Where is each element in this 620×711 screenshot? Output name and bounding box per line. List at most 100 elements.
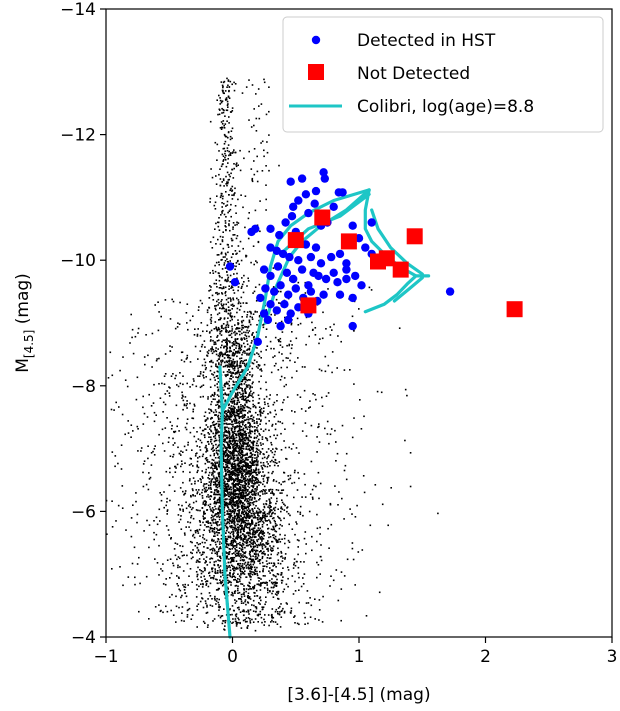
field-star-point [239,442,242,445]
field-star-point [237,391,239,394]
field-star-point [224,460,226,463]
field-star-point [243,588,245,590]
field-star-point [265,542,267,544]
field-star-point [196,605,198,607]
field-star-point [255,510,258,512]
field-star-point [245,475,247,478]
field-star-point [236,517,238,520]
field-star-point [286,603,288,605]
field-star-point [255,467,257,469]
field-star-point [263,506,266,509]
field-star-point [214,414,216,416]
field-star-point [242,422,244,424]
field-star-point [227,393,230,396]
field-star-point [229,517,231,519]
field-star-point [251,573,254,576]
field-star-point [235,165,238,168]
field-star-point [261,170,264,172]
field-star-point [264,428,267,431]
field-star-point [201,586,204,588]
field-star-point [182,451,184,453]
field-star-point [245,359,247,361]
field-star-point [259,562,261,565]
field-star-point [188,464,191,466]
field-star-point [243,470,245,473]
field-star-point [244,561,247,564]
field-star-point [270,562,273,564]
field-star-point [228,488,230,491]
field-star-point [177,446,179,449]
field-star-point [217,513,220,515]
field-star-point [225,183,227,185]
field-star-point [240,515,242,518]
field-star-point [236,518,238,521]
field-star-point [166,559,169,561]
field-star-point [248,365,251,367]
field-star-point [247,563,249,565]
field-star-point [179,301,181,304]
field-star-point [233,473,235,475]
field-star-point [255,472,258,474]
field-star-point [216,340,219,342]
field-star-point [232,438,234,440]
field-star-point [184,534,186,536]
field-star-point [274,621,277,623]
field-star-point [247,396,249,398]
field-star-point [232,451,235,453]
field-star-point [262,471,264,473]
field-star-point [217,614,220,617]
field-star-point [283,399,285,401]
field-star-point [194,495,196,497]
field-star-point [244,600,246,603]
field-star-point [204,503,206,506]
field-star-point [233,538,235,541]
field-star-point [212,511,214,514]
field-star-point [232,483,235,486]
field-star-point [221,326,223,329]
field-star-point [238,309,241,311]
field-star-point [201,343,204,346]
field-star-point [227,492,229,495]
field-star-point [230,285,233,287]
field-star-point [236,621,238,624]
field-star-point [234,486,237,488]
field-star-point [327,527,329,530]
field-star-point [229,371,232,373]
field-star-point [276,448,278,450]
field-star-point [197,358,199,360]
field-star-point [213,515,216,517]
field-star-point [210,438,212,441]
field-star-point [254,451,257,453]
field-star-point [208,408,210,410]
field-star-point [205,457,208,459]
field-star-point [122,356,124,358]
field-star-point [199,299,202,302]
field-star-point [240,492,242,494]
field-star-point [249,563,252,566]
field-star-point [255,536,257,538]
field-star-point [258,472,260,475]
field-star-point [249,392,251,394]
field-star-point [250,565,252,568]
field-star-point [232,305,234,307]
field-star-point [222,583,225,586]
field-star-point [226,557,228,560]
field-star-point [247,497,250,500]
field-star-point [232,520,234,523]
field-star-point [235,352,237,354]
field-star-point [227,579,229,582]
field-star-point [224,431,226,433]
field-star-point [231,194,233,196]
field-star-point [234,515,237,518]
field-star-point [286,507,288,509]
field-star-point [192,556,194,558]
field-star-point [261,538,263,541]
field-star-point [245,603,247,606]
field-star-point [203,551,205,554]
field-star-point [167,441,170,443]
field-star-point [254,606,257,608]
field-star-point [196,492,198,495]
field-star-point [239,333,241,336]
field-star-point [268,519,270,521]
field-star-point [233,523,236,526]
